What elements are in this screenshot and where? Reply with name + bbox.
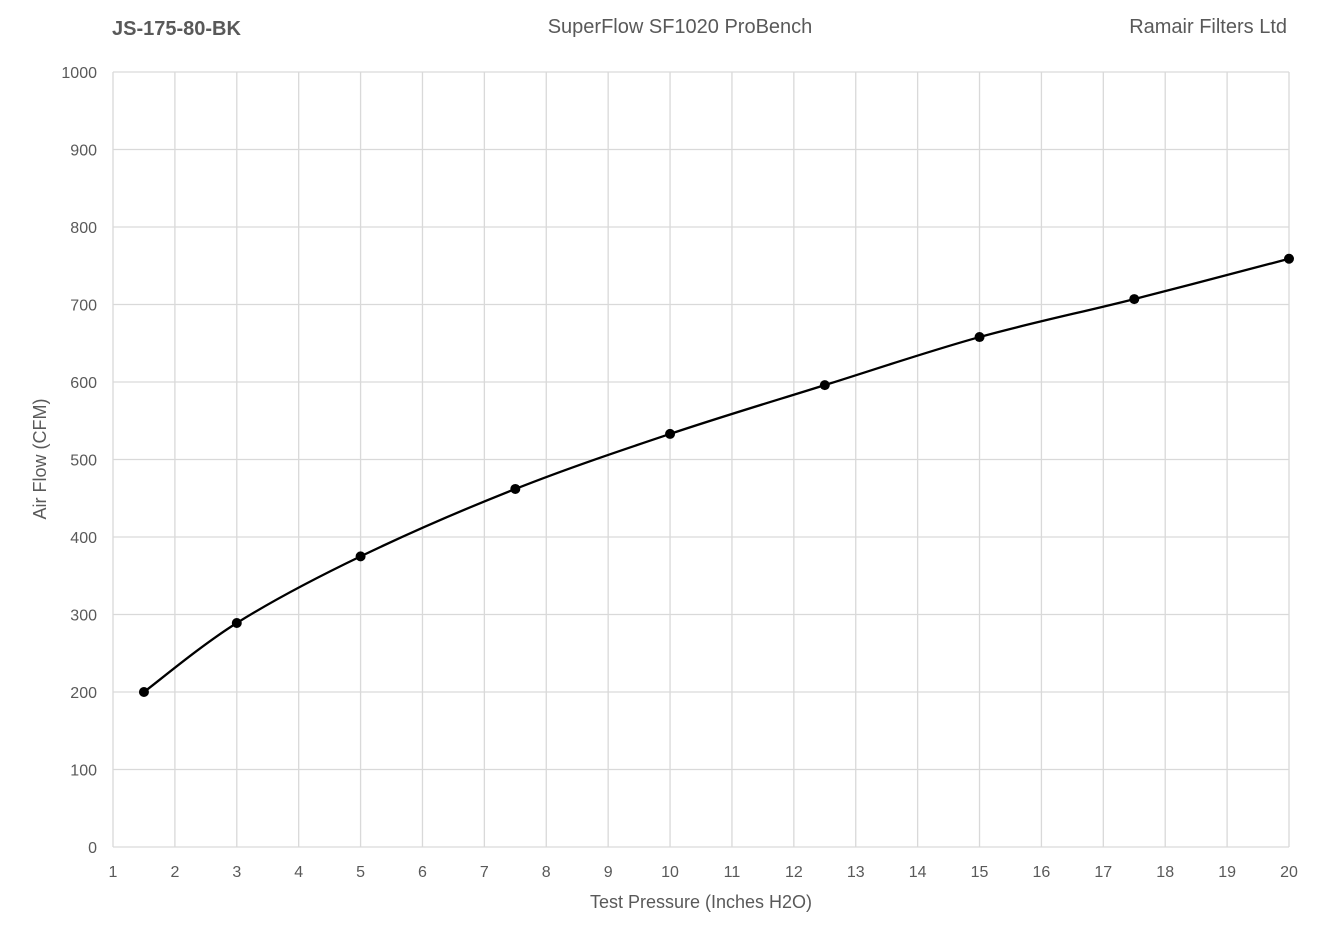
data-point	[510, 483, 521, 494]
y-tick-label: 600	[70, 375, 97, 392]
x-tick-label: 15	[971, 864, 989, 881]
y-tick-label: 400	[70, 530, 97, 547]
x-tick-label: 10	[661, 864, 679, 881]
chart-header-left: JS-175-80-BK	[112, 18, 241, 40]
y-tick-label: 500	[70, 453, 97, 470]
y-tick-label: 200	[70, 685, 97, 702]
tick-labels: 1 2 3 4 5 6 7 8 9 10 11 12 13 14 15 16 17 18 19 20010020030…	[61, 65, 1298, 881]
x-tick-label: 18	[1156, 864, 1174, 881]
x-tick-label: 9	[604, 864, 613, 881]
x-tick-label: 1	[109, 864, 118, 881]
x-tick-label: 3	[232, 864, 241, 881]
y-tick-label: 100	[70, 763, 97, 780]
series-line	[143, 257, 1290, 693]
x-tick-label: 19	[1218, 864, 1236, 881]
x-tick-label: 12	[785, 864, 803, 881]
x-tick-label: 14	[909, 864, 927, 881]
chart-title: SuperFlow SF1020 ProBench	[547, 16, 813, 38]
x-tick-label: 13	[847, 864, 865, 881]
y-tick-label: 0	[88, 840, 97, 857]
x-axis-label: Test Pressure (Inches H2O)	[590, 892, 812, 912]
y-tick-label: 700	[70, 298, 97, 315]
data-point	[1284, 253, 1294, 264]
data-point	[665, 428, 676, 439]
x-tick-label: 2	[170, 864, 179, 881]
data-point	[1129, 294, 1140, 305]
x-tick-label: 17	[1094, 864, 1112, 881]
data-point	[355, 551, 366, 562]
chart-header-right: Ramair Filters Ltd	[1129, 16, 1287, 38]
x-tick-label: 20	[1280, 864, 1298, 881]
x-tick-label: 4	[294, 864, 303, 881]
y-tick-label: 300	[70, 608, 97, 625]
data-point	[974, 332, 985, 343]
data-point	[138, 687, 149, 697]
y-axis-label: Air Flow (CFM)	[30, 399, 50, 520]
x-tick-label: 8	[542, 864, 551, 881]
x-tick-label: 5	[356, 864, 365, 881]
y-tick-label: 1000	[61, 65, 97, 82]
gridlines	[112, 71, 1290, 848]
series	[138, 253, 1294, 697]
x-tick-label: 6	[418, 864, 427, 881]
y-tick-label: 800	[70, 220, 97, 237]
x-tick-label: 7	[480, 864, 489, 881]
y-tick-label: 900	[70, 143, 97, 160]
data-point	[231, 618, 242, 629]
x-tick-label: 16	[1033, 864, 1051, 881]
x-tick-label: 11	[724, 864, 741, 881]
data-point	[819, 380, 830, 391]
